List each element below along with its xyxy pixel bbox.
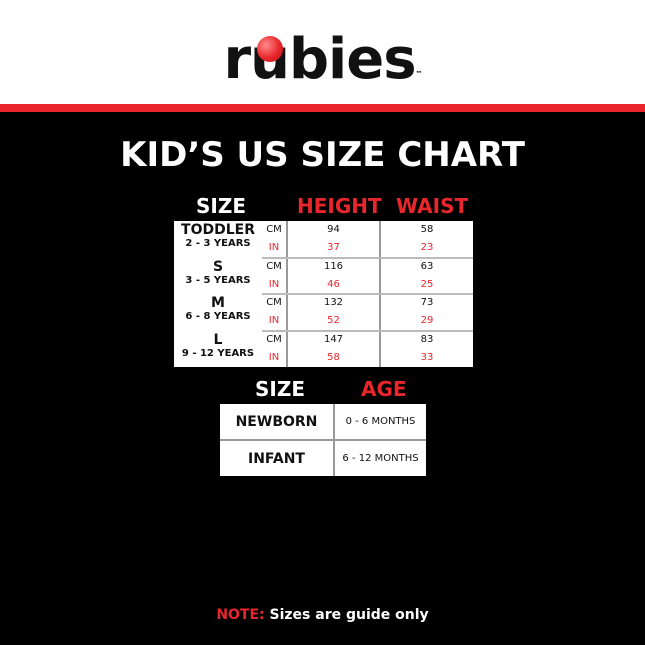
waist-in: 23	[420, 242, 434, 253]
header	[0, 0, 645, 104]
waist-in: 25	[420, 278, 434, 290]
kids-size-header: SIZE	[196, 194, 247, 218]
baby-size-header: SIZE	[255, 377, 306, 401]
unit-cm: CM	[266, 224, 282, 235]
note: NOTE: Sizes are guide only	[216, 607, 429, 623]
row-divider	[262, 293, 473, 295]
height-cm: 116	[323, 260, 344, 272]
red-ball-icon	[256, 36, 283, 62]
unit-cm: CM	[266, 260, 282, 272]
unit-cm: CM	[266, 297, 282, 308]
page-title: KID’S US SIZE CHART	[120, 135, 525, 175]
height-header: HEIGHT	[297, 194, 382, 218]
unit-cm: CM	[266, 333, 282, 345]
waist-cm: 58	[420, 224, 434, 235]
row-divider	[262, 329, 473, 332]
red-divider	[0, 104, 645, 112]
unit-in: IN	[268, 351, 280, 363]
waist-cm: 63	[420, 260, 434, 272]
height-cm: 94	[327, 224, 340, 235]
waist-in: 33	[420, 351, 434, 363]
kids-size-table: TODDLER 2 - 3 YEARS CM IN 94 37 58 23 S 3 -…	[174, 221, 473, 367]
size-label: TODDLER 2 - 3 YEARS	[181, 222, 255, 250]
age-newborn: 0 - 6 MONTHS	[345, 416, 416, 427]
height-cm: 147	[323, 333, 344, 345]
unit-in: IN	[268, 278, 280, 290]
height-in: 46	[327, 278, 340, 290]
unit-in: IN	[268, 315, 280, 326]
waist-cm: 73	[420, 297, 434, 308]
unit-in: IN	[268, 242, 280, 253]
baby-size-table: NEWBORN 0 - 6 MONTHS INFANT 6 - 12 MONTH…	[220, 404, 426, 476]
size-infant: INFANT	[248, 451, 305, 467]
row-divider	[262, 256, 473, 259]
rubies-logo: rubies™	[223, 27, 422, 92]
size-row: TODDLER 2 - 3 YEARS CM IN 94 37 58 23	[174, 221, 473, 258]
height-in: 52	[327, 315, 340, 326]
height-in: 37	[327, 242, 340, 253]
age-header: AGE	[361, 377, 407, 401]
height-cm: 132	[323, 297, 344, 308]
age-infant: 6 - 12 MONTHS	[342, 453, 419, 464]
size-newborn: NEWBORN	[235, 414, 318, 430]
waist-cm: 83	[420, 333, 434, 345]
waist-in: 29	[420, 315, 434, 326]
waist-header: WAIST	[396, 194, 469, 218]
height-in: 58	[327, 351, 340, 363]
